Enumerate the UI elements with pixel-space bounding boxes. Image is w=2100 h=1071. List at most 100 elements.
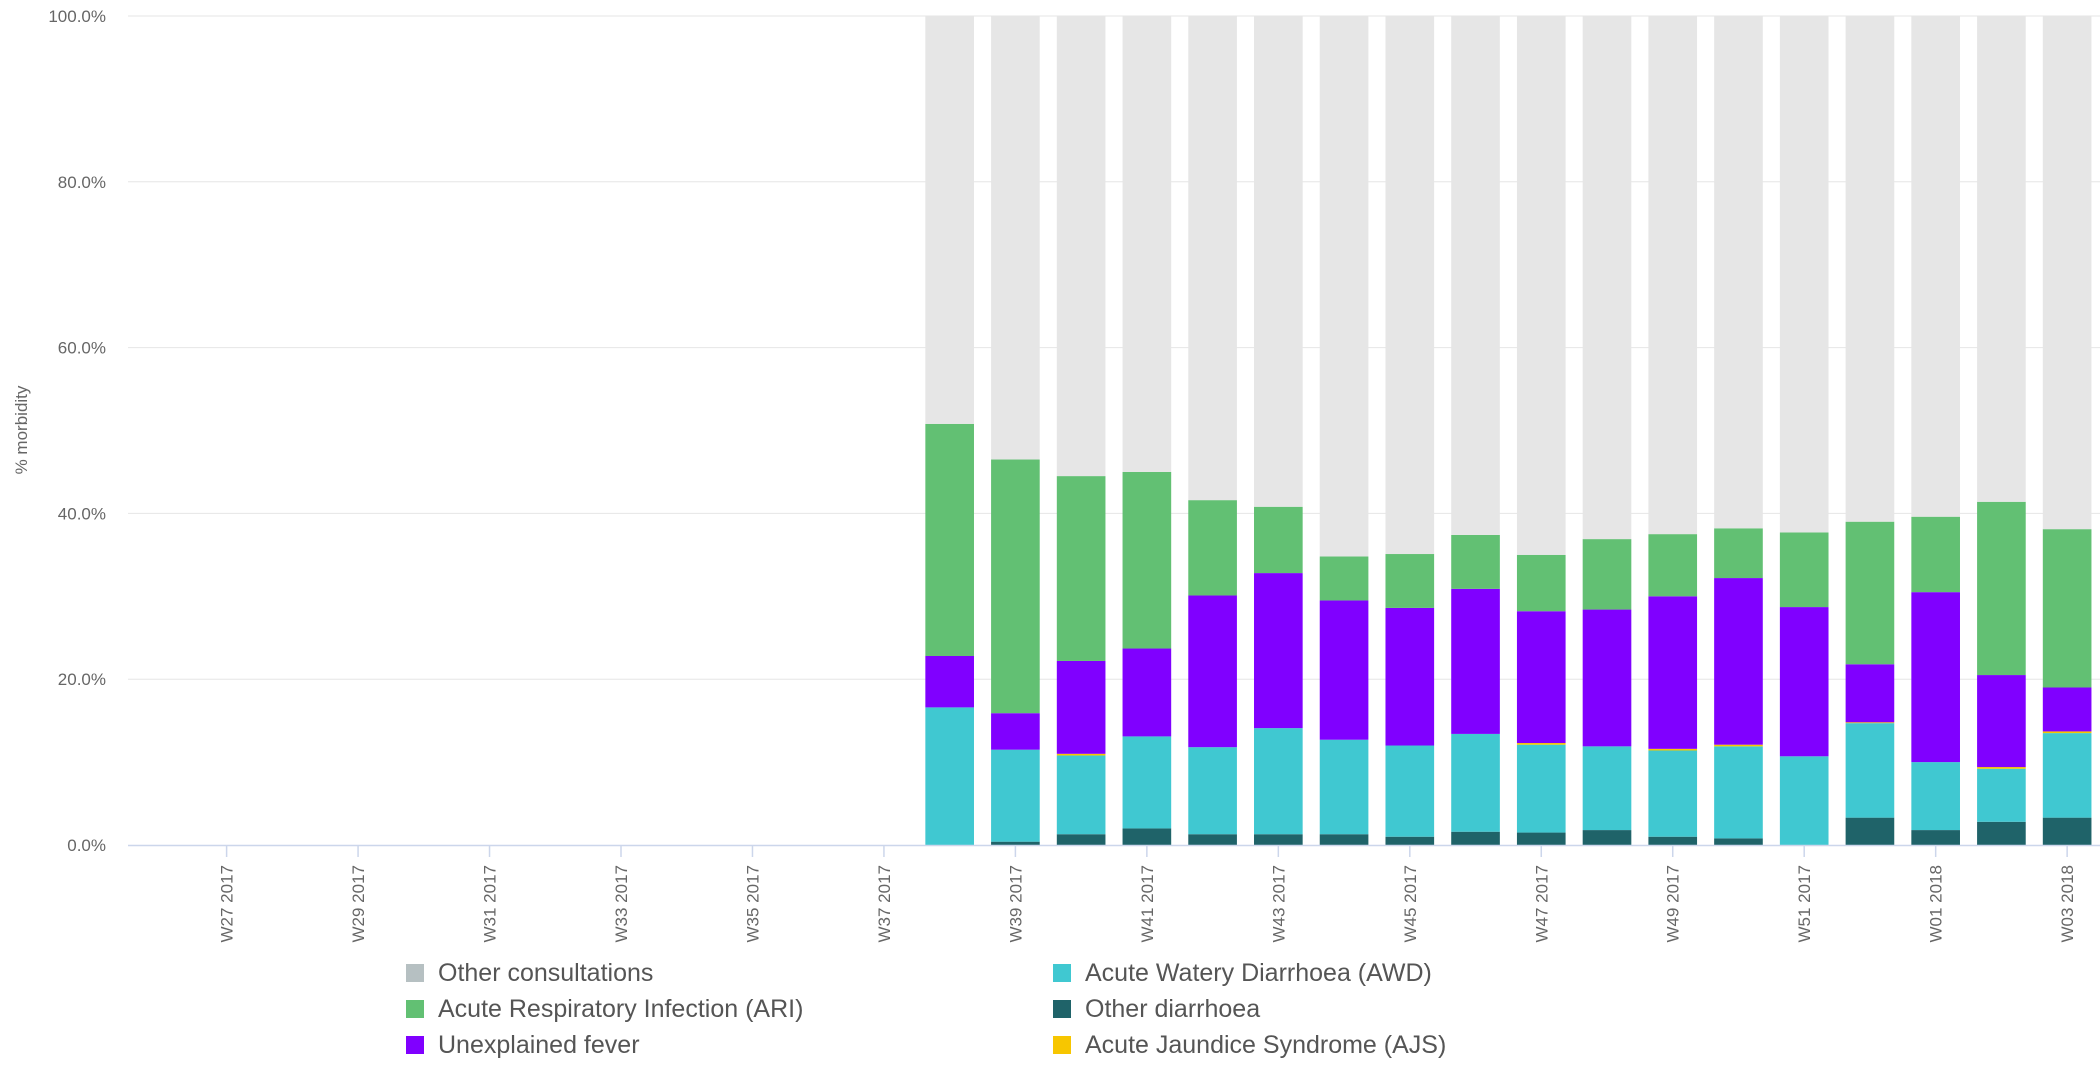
bar-segment[interactable] [1451,588,1500,734]
bar-segment[interactable] [1582,16,1632,540]
bar-segment[interactable] [1385,745,1435,837]
bar-segment[interactable] [1056,753,1106,756]
bar-segment[interactable] [1845,817,1895,845]
bar-segment[interactable] [1319,556,1369,601]
bar-segment[interactable] [1714,746,1763,839]
bar-segment[interactable] [1451,831,1500,845]
bar-segment[interactable] [991,16,1040,460]
bar-segment[interactable] [1779,532,1829,608]
bar-segment[interactable] [1385,607,1435,746]
bar-segment[interactable] [1582,746,1632,831]
bar-segment[interactable] [1188,500,1237,596]
bar-segment[interactable] [1188,595,1237,748]
bar-segment[interactable] [1319,16,1369,557]
bar-segment[interactable] [1648,750,1698,837]
bar-segment[interactable] [1451,733,1500,832]
bar-segment[interactable] [1385,554,1435,608]
bar-segment[interactable] [1516,554,1566,612]
bar-segment[interactable] [1911,16,1960,517]
bar-segment[interactable] [1516,744,1566,833]
bar-segment[interactable] [1385,16,1435,555]
bar-segment[interactable] [2042,687,2092,732]
bar-segment[interactable] [1911,830,1960,845]
bar-segment[interactable] [991,713,1040,750]
bar-segment[interactable] [1122,471,1172,649]
bar-segment[interactable] [1845,521,1895,665]
bar-segment[interactable] [2042,16,2092,530]
bar-segment[interactable] [1451,534,1500,589]
bar-segment[interactable] [1977,767,2026,769]
bar-segment[interactable] [1648,836,1698,845]
bar-segment[interactable] [1319,600,1369,740]
bar-segment[interactable] [1385,836,1435,845]
bar-segment[interactable] [1714,578,1763,745]
bar-segment[interactable] [1516,832,1566,845]
bar-segment[interactable] [1779,756,1829,845]
bar-segment[interactable] [1582,539,1632,610]
bar-segment[interactable] [1056,755,1106,835]
bar-segment[interactable] [1845,723,1895,818]
bar-segment[interactable] [1648,16,1698,535]
bar-segment[interactable] [1845,722,1895,724]
bar-segment[interactable] [991,459,1040,714]
bar-segment[interactable] [1582,609,1632,747]
legend-item-other-diarrhoea[interactable]: Other diarrhoea [1053,992,1260,1026]
bar-segment[interactable] [1845,664,1895,723]
bar-segment[interactable] [991,841,1040,845]
bar-segment[interactable] [1648,596,1698,749]
bar-segment[interactable] [1845,16,1895,522]
bar-segment[interactable] [1582,830,1632,845]
bar-segment[interactable] [1977,675,2026,768]
legend-item-ajs[interactable]: Acute Jaundice Syndrome (AJS) [1053,1028,1446,1062]
bar-segment[interactable] [1648,748,1698,751]
bar-segment[interactable] [1911,516,1960,593]
bar-segment[interactable] [925,16,974,424]
bar-segment[interactable] [1977,821,2026,845]
bar-segment[interactable] [1648,534,1698,597]
bar-segment[interactable] [991,749,1040,842]
legend-item-other-consultations[interactable]: Other consultations [406,956,653,990]
bar-segment[interactable] [1188,747,1237,835]
bar-segment[interactable] [1516,16,1566,555]
bar-segment[interactable] [1254,834,1303,845]
bar-segment[interactable] [1122,16,1172,472]
bar-segment[interactable] [1254,506,1303,574]
bar-segment[interactable] [925,423,974,656]
bar-segment[interactable] [1254,728,1303,835]
bar-segment[interactable] [1977,768,2026,822]
bar-segment[interactable] [1977,16,2026,502]
bar-segment[interactable] [2042,731,2092,734]
bar-segment[interactable] [2042,733,2092,818]
bar-segment[interactable] [1122,736,1172,829]
bar-segment[interactable] [1779,16,1829,533]
bar-segment[interactable] [1911,592,1960,763]
legend-item-unexplained-fever[interactable]: Unexplained fever [406,1028,640,1062]
bar-segment[interactable] [1714,16,1763,529]
bar-segment[interactable] [1188,16,1237,501]
bar-segment[interactable] [1056,476,1106,661]
bar-segment[interactable] [1977,501,2026,676]
bar-segment[interactable] [1188,834,1237,845]
bar-segment[interactable] [925,655,974,708]
bar-segment[interactable] [1254,16,1303,507]
bar-segment[interactable] [1056,660,1106,754]
bar-segment[interactable] [1056,16,1106,477]
bar-segment[interactable] [1319,739,1369,835]
bar-segment[interactable] [1779,607,1829,757]
bar-segment[interactable] [1516,743,1566,745]
bar-segment[interactable] [1714,838,1763,845]
bar-segment[interactable] [1516,611,1566,744]
legend-item-ari[interactable]: Acute Respiratory Infection (ARI) [406,992,803,1026]
bar-segment[interactable] [925,707,974,845]
bar-segment[interactable] [1451,16,1500,535]
bar-segment[interactable] [1254,573,1303,729]
bar-segment[interactable] [1122,828,1172,845]
bar-segment[interactable] [2042,817,2092,845]
bar-segment[interactable] [1056,834,1106,845]
bar-segment[interactable] [1714,744,1763,747]
bar-segment[interactable] [2042,529,2092,688]
bar-segment[interactable] [1122,648,1172,737]
legend-item-awd[interactable]: Acute Watery Diarrhoea (AWD) [1053,956,1432,990]
bar-segment[interactable] [1911,762,1960,831]
bar-segment[interactable] [1319,834,1369,845]
